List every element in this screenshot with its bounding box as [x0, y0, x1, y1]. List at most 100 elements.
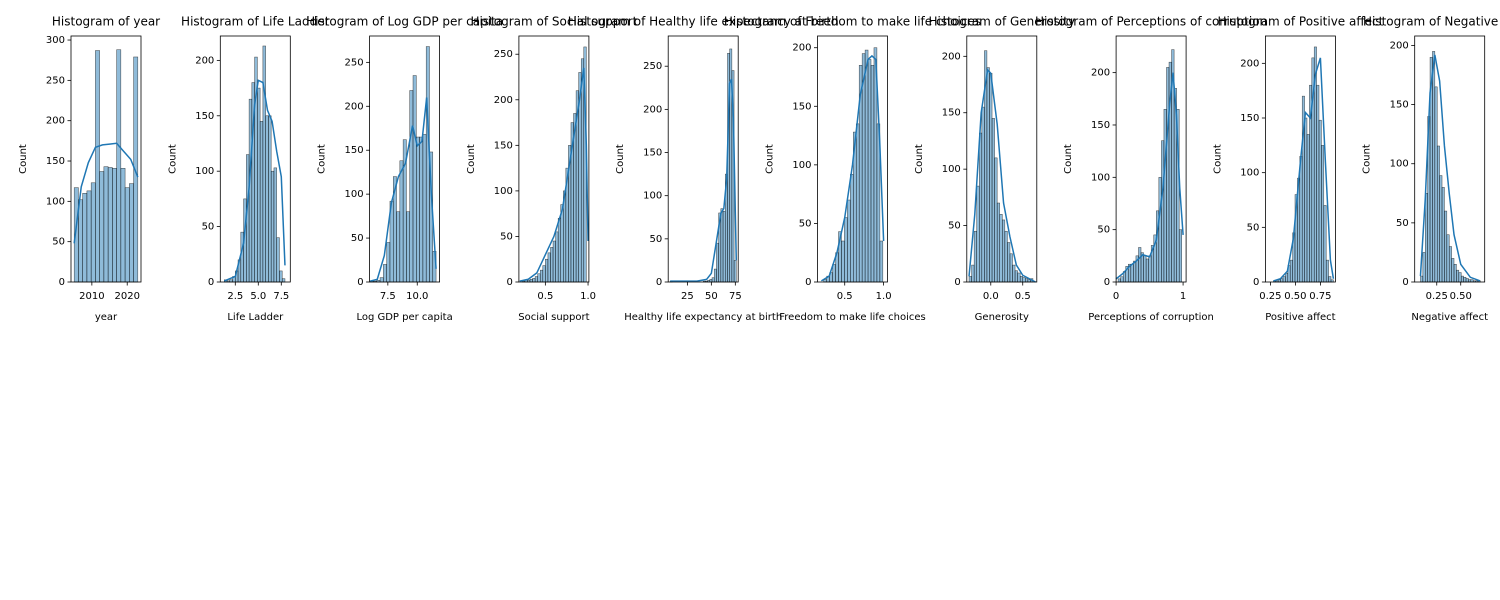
x-tick-label: 1.0: [876, 291, 892, 302]
bar: [534, 276, 538, 283]
y-tick-label: 200: [792, 43, 811, 54]
x-tick-label: 0.5: [1015, 291, 1031, 302]
bar: [996, 202, 1000, 283]
y-tick-label: 200: [494, 95, 513, 106]
bar: [86, 190, 92, 283]
bar: [1282, 276, 1286, 283]
bar: [1012, 264, 1016, 283]
y-axis-label: Count: [914, 144, 925, 174]
y-tick-label: 200: [345, 101, 364, 112]
subplot: 0 50 100 150 200 2.5 5.0 7.5 Life Ladder Count His…: [167, 15, 329, 324]
x-tick-label: 1.0: [580, 291, 596, 302]
bar: [529, 279, 533, 283]
bar: [396, 211, 401, 283]
chart-title: Histogram of Social support: [470, 15, 637, 29]
bar: [1451, 258, 1455, 283]
subplot: 0 50 100 150 200 0.25 0.50 0.75 Positive affect C…: [1212, 15, 1383, 324]
bar: [867, 59, 872, 283]
bar: [1004, 230, 1008, 283]
bar: [386, 242, 391, 283]
axes-frame: [1115, 35, 1187, 283]
bar: [281, 278, 286, 283]
y-tick-label: 100: [195, 166, 214, 177]
bar: [1460, 275, 1464, 283]
bar: [973, 230, 977, 283]
bar: [120, 168, 126, 283]
y-tick-label: 100: [643, 191, 662, 202]
bar: [1017, 272, 1021, 283]
x-tick-label: 0.75: [1309, 291, 1331, 302]
bar: [422, 134, 427, 283]
bar: [1434, 86, 1438, 283]
y-tick-label: 100: [46, 196, 65, 207]
y-tick-label: 200: [942, 51, 961, 62]
kde-line: [519, 67, 589, 282]
x-tick-label: 0.5: [537, 291, 553, 302]
bar: [1448, 246, 1452, 283]
bar: [425, 46, 430, 283]
y-tick-label: 100: [494, 186, 513, 197]
y-tick-label: 250: [46, 75, 65, 86]
bar: [409, 90, 414, 283]
bar: [1025, 278, 1029, 283]
x-axis-label: year: [95, 312, 118, 323]
y-tick-label: 50: [1396, 218, 1409, 229]
bar: [1143, 255, 1147, 283]
y-tick-label: 200: [195, 55, 214, 66]
bar: [90, 182, 96, 283]
y-tick-label: 100: [1240, 168, 1259, 179]
x-tick-label: 2020: [114, 291, 139, 302]
axes-frame: [1265, 35, 1336, 283]
axes-frame: [667, 35, 739, 283]
kde-line: [968, 68, 1036, 283]
bar: [1422, 252, 1426, 283]
bar: [1328, 276, 1332, 283]
subplot: 0 50 100 150 200 250 7.5 10.0 Log GDP per capita…: [306, 15, 503, 324]
y-tick-label: 0: [357, 277, 363, 288]
x-tick-label: 2.5: [227, 291, 243, 302]
bar: [1002, 219, 1006, 283]
bar: [1130, 263, 1134, 283]
bar: [1420, 275, 1424, 283]
bar: [971, 264, 975, 283]
y-tick-label: 50: [1097, 225, 1110, 236]
x-axis-label: Freedom to make life choices: [779, 312, 925, 323]
x-tick-label: 0: [1113, 291, 1119, 302]
bar: [864, 49, 869, 283]
y-tick-label: 200: [643, 104, 662, 115]
y-tick-label: 200: [1390, 40, 1409, 51]
chart-title: Histogram of Log GDP per capita: [306, 15, 503, 29]
bar: [1441, 187, 1445, 283]
bar: [257, 87, 261, 283]
bar: [262, 45, 266, 283]
y-tick-label: 150: [643, 148, 662, 159]
bar: [733, 260, 737, 283]
bar: [550, 247, 554, 283]
y-tick-label: 150: [1240, 113, 1259, 124]
y-tick-label: 50: [1247, 222, 1260, 233]
bar: [82, 193, 88, 283]
bar: [1022, 277, 1026, 283]
y-tick-label: 150: [345, 145, 364, 156]
bar: [713, 268, 717, 283]
y-tick-label: 0: [59, 277, 65, 288]
chart-title: Histogram of Life Ladder: [181, 15, 330, 29]
chart-title: Histogram of Negative affect: [1363, 15, 1500, 29]
axes-frame: [817, 35, 888, 283]
bar: [861, 53, 866, 283]
y-tick-label: 0: [1402, 277, 1408, 288]
x-tick-label: 0.25: [1259, 291, 1281, 302]
bar: [1158, 177, 1162, 283]
bar: [1456, 269, 1460, 283]
bar: [1117, 278, 1121, 283]
x-tick-label: 50: [705, 291, 718, 302]
bar: [1465, 278, 1469, 283]
bar: [1316, 84, 1320, 283]
bar: [1318, 119, 1322, 283]
y-tick-label: 0: [656, 277, 662, 288]
subplot: 0 50 100 150 200 0.0 0.5 Generosity Count Histogr…: [914, 15, 1075, 324]
bar: [1424, 193, 1428, 283]
bar: [832, 264, 836, 283]
bar: [580, 58, 585, 283]
